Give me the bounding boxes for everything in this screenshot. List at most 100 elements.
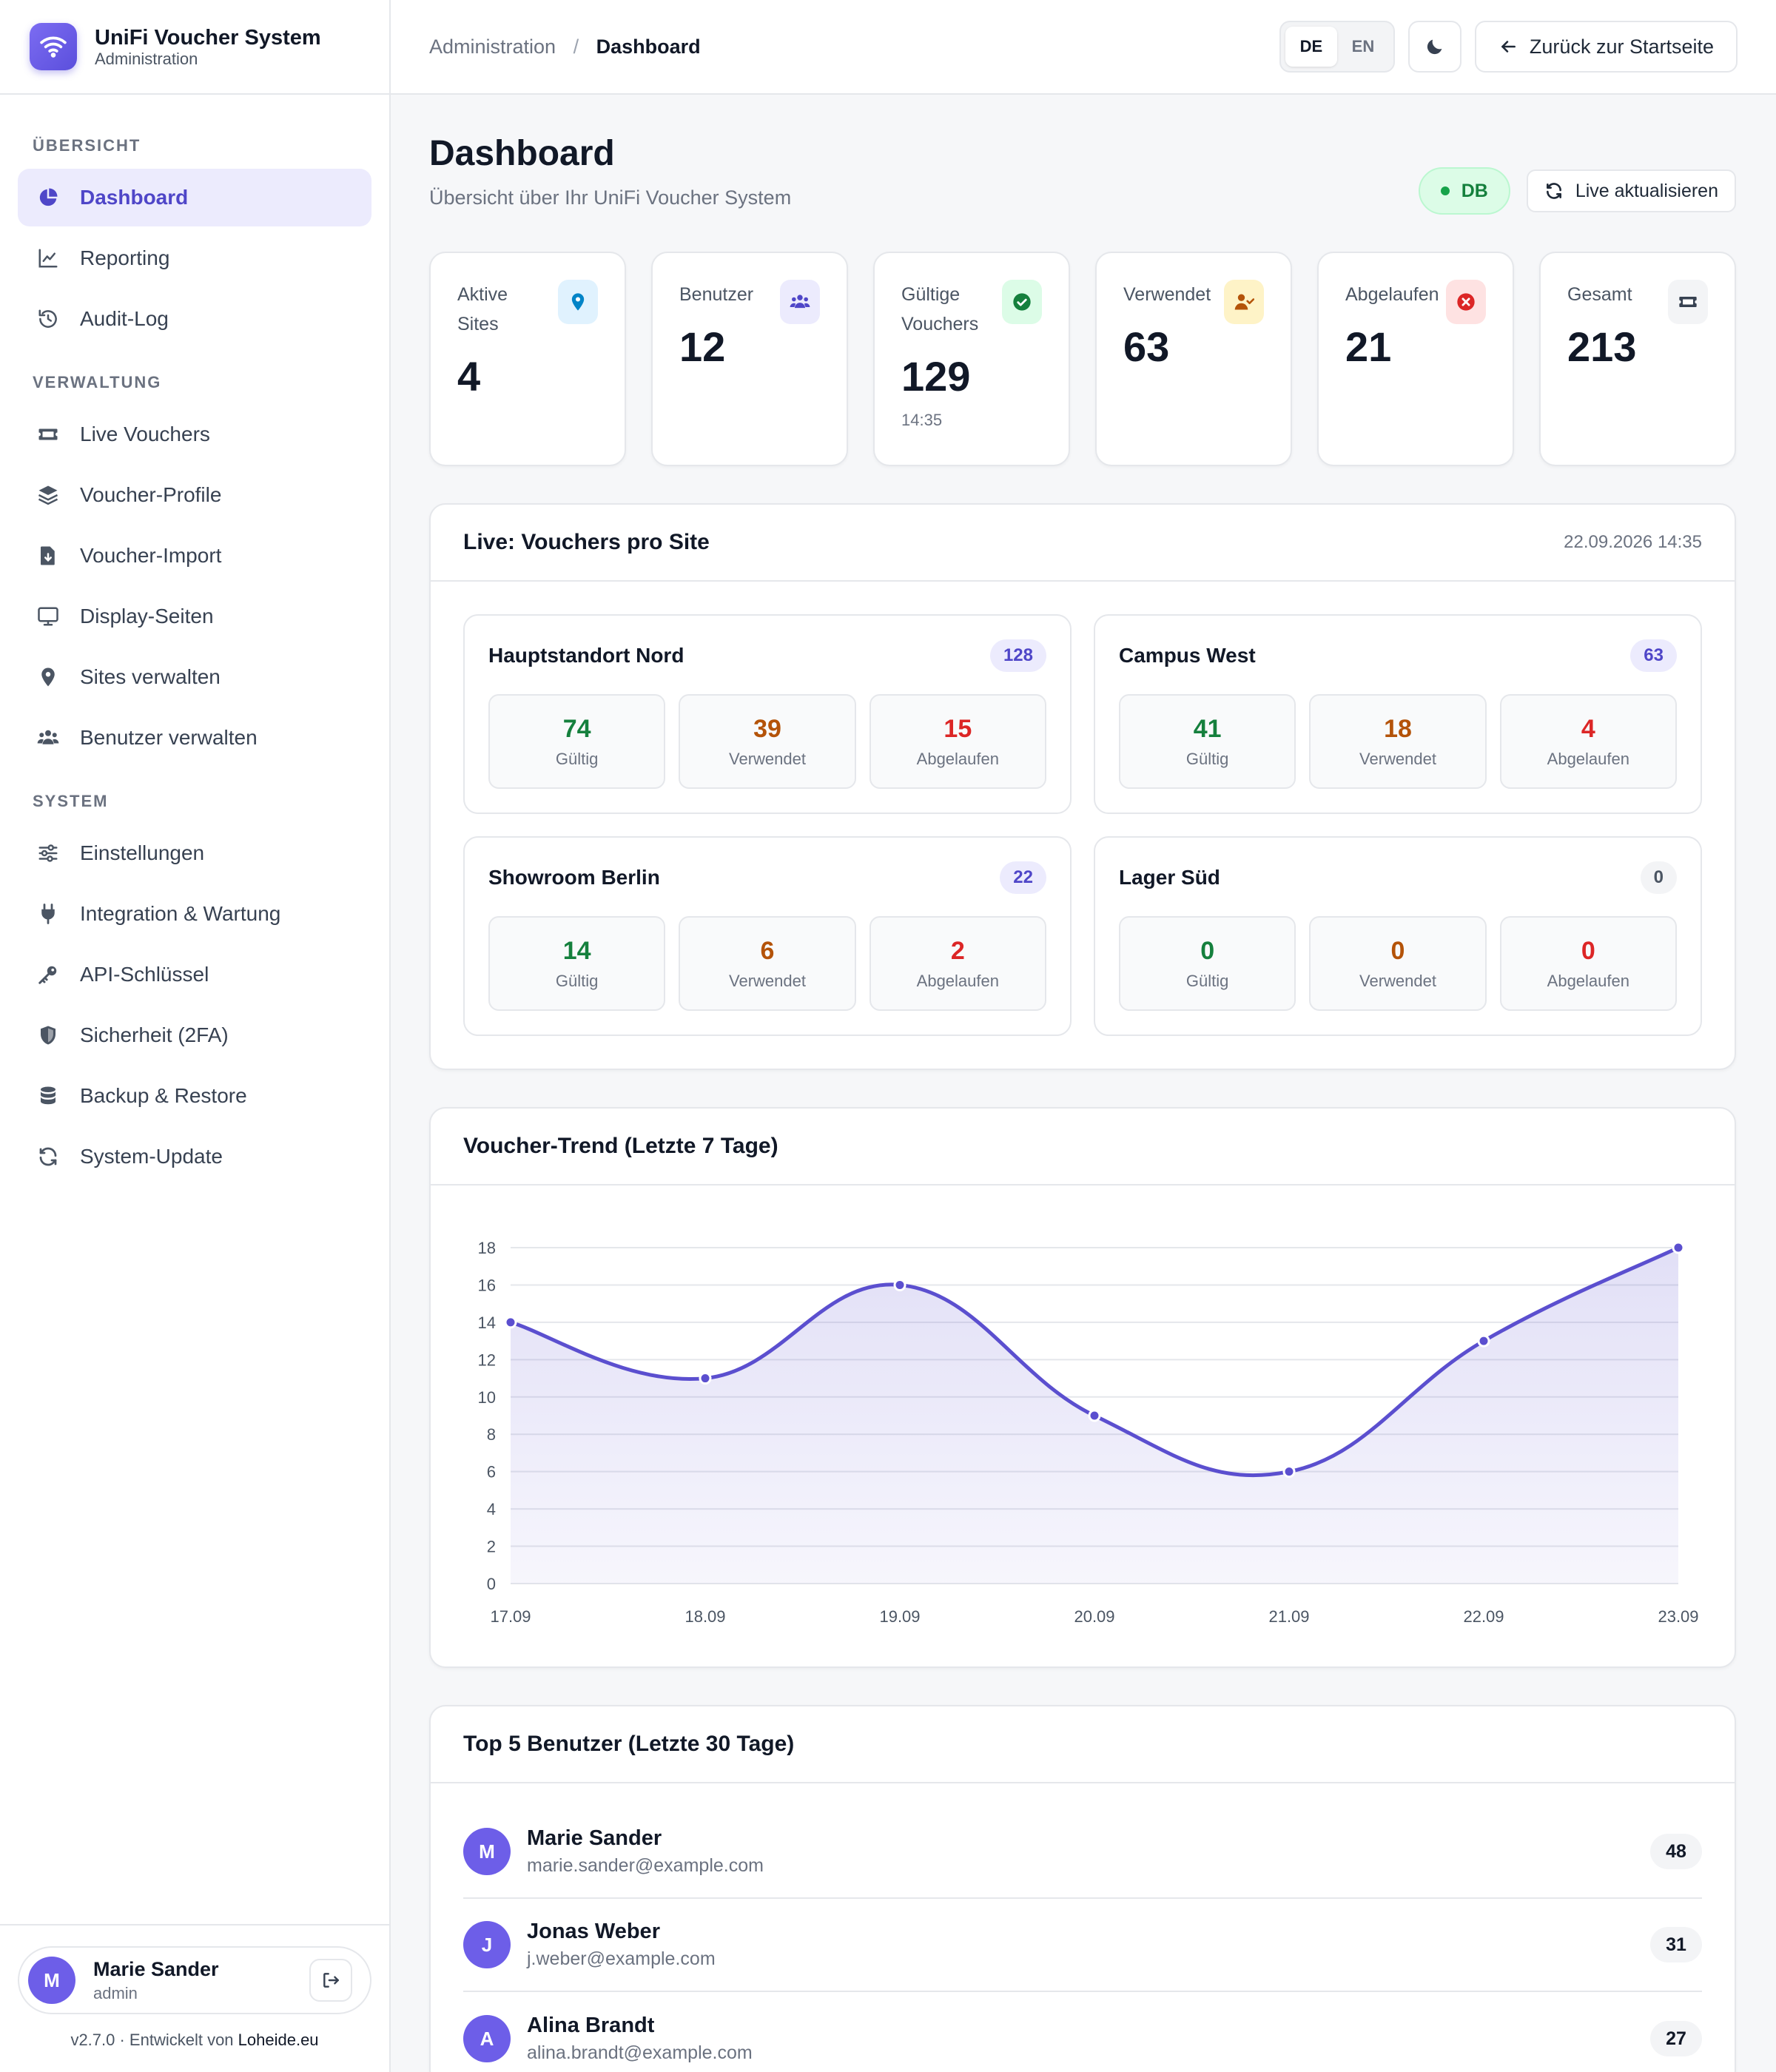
site-total-badge: 0	[1640, 861, 1677, 894]
stat-icon-wrap	[1224, 280, 1264, 324]
sidebar-item-api-schlüssel[interactable]: API-Schlüssel	[18, 946, 371, 1003]
stat-card: Abgelaufen 21	[1317, 252, 1514, 466]
top-user-count: 27	[1650, 2021, 1702, 2056]
chart-y-tick-label: 4	[487, 1500, 496, 1518]
nav-icon-wrap	[36, 1023, 61, 1048]
theme-toggle-button[interactable]	[1407, 21, 1462, 73]
sidebar-item-sites-verwalten[interactable]: Sites verwalten	[18, 648, 371, 706]
sidebar-item-sicherheit-2fa[interactable]: Sicherheit (2FA)	[18, 1006, 371, 1064]
sidebar-item-dashboard[interactable]: Dashboard	[18, 169, 371, 226]
live-refresh-label: Live aktualisieren	[1575, 180, 1718, 201]
chart-y-tick-label: 0	[487, 1575, 496, 1593]
sidebar-item-integration-wartung[interactable]: Integration & Wartung	[18, 885, 371, 943]
sidebar-item-label: Display-Seiten	[80, 605, 214, 628]
top-user-count: 31	[1650, 1927, 1702, 1962]
nav-icon-wrap	[36, 185, 61, 210]
site-total-badge: 128	[989, 639, 1046, 672]
site-metric-label: Verwendet	[1359, 749, 1436, 768]
top-user-row[interactable]: M Marie Sander marie.sander@example.com 48	[463, 1806, 1702, 1899]
site-card: Lager Süd 0 0 Gültig 0 Verwendet 0 Abgelaufen	[1094, 836, 1702, 1036]
site-name: Showroom Berlin	[488, 866, 660, 889]
site-metric-value: 4	[1581, 714, 1595, 743]
current-user-card: M Marie Sander admin	[18, 1946, 371, 2014]
nav-icon-wrap	[36, 1083, 61, 1109]
site-metric-expired: 4 Abgelaufen	[1499, 694, 1677, 789]
map-pin-icon	[41, 667, 55, 687]
stat-meta: 14:35	[901, 411, 943, 429]
sidebar-item-voucher-profile[interactable]: Voucher-Profile	[18, 466, 371, 524]
stat-icon-wrap	[558, 280, 598, 324]
brand-subtitle: Administration	[95, 50, 198, 68]
sidebar-item-display-seiten[interactable]: Display-Seiten	[18, 588, 371, 645]
sidebar-item-audit-log[interactable]: Audit-Log	[18, 290, 371, 348]
sidebar-item-einstellungen[interactable]: Einstellungen	[18, 824, 371, 882]
current-user-name: Marie Sander	[93, 1957, 219, 1980]
site-metric-value: 6	[760, 936, 775, 965]
site-metric-label: Gültig	[555, 749, 599, 768]
chart-x-tick-label: 17.09	[490, 1607, 531, 1626]
site-metric-value: 0	[1200, 936, 1215, 965]
chart-y-tick-label: 14	[478, 1314, 496, 1332]
breadcrumb: Administration / Dashboard	[429, 36, 1279, 58]
stat-value: 4	[457, 353, 481, 400]
sidebar-item-label: Integration & Wartung	[80, 902, 281, 925]
site-metric-valid: 14 Gültig	[488, 916, 666, 1011]
site-metric-value: 41	[1193, 714, 1222, 743]
chart-y-tick-label: 16	[478, 1276, 496, 1294]
lang-en-button[interactable]: EN	[1351, 37, 1375, 56]
top-user-row[interactable]: A Alina Brandt alina.brandt@example.com 27	[463, 1992, 1702, 2072]
back-to-home-button[interactable]: Zurück zur Startseite	[1474, 21, 1738, 73]
sidebar: UniFi Voucher System Administration Über…	[0, 0, 391, 2072]
chart-y-tick-label: 10	[478, 1388, 496, 1407]
status-dot-icon	[1440, 186, 1450, 195]
sidebar-item-benutzer-verwalten[interactable]: Benutzer verwalten	[18, 709, 371, 767]
sidebar-item-voucher-import[interactable]: Voucher-Import	[18, 527, 371, 585]
chart-y-tick-label: 18	[478, 1239, 496, 1257]
top-user-name: Marie Sander	[527, 1826, 662, 1850]
nav-section-label: Übersicht	[33, 136, 141, 155]
chart-data-point	[1282, 1465, 1296, 1479]
chart-x-tick-label: 19.09	[879, 1607, 920, 1626]
nav-icon-wrap	[36, 962, 61, 987]
current-user-role: admin	[93, 1983, 138, 2002]
site-metric-used: 39 Verwendet	[679, 694, 856, 789]
refresh-icon	[1546, 183, 1561, 199]
line-chart-icon	[38, 249, 58, 268]
top-user-row[interactable]: J Jonas Weber j.weber@example.com 31	[463, 1899, 1702, 1992]
developer-link[interactable]: Loheide.eu	[238, 2031, 319, 2049]
avatar: M	[463, 1828, 511, 1875]
plug-icon	[41, 904, 55, 924]
live-refresh-button[interactable]: Live aktualisieren	[1526, 169, 1736, 212]
chart-y-tick-label: 6	[487, 1463, 496, 1481]
nav-icon-wrap	[36, 246, 61, 271]
top-users-title: Top 5 Benutzer (Letzte 30 Tage)	[463, 1732, 795, 1756]
chart-data-point	[699, 1372, 712, 1385]
chart-x-tick-label: 23.09	[1658, 1607, 1698, 1626]
db-status-badge: DB	[1418, 167, 1510, 215]
stat-card: Benutzer 12	[651, 252, 848, 466]
nav-icon-wrap	[36, 604, 61, 629]
sidebar-item-reporting[interactable]: Reporting	[18, 229, 371, 287]
site-metric-label: Verwendet	[1359, 971, 1436, 990]
chart-y-tick-label: 2	[487, 1538, 496, 1556]
chart-x-tick-label: 21.09	[1268, 1607, 1309, 1626]
sidebar-item-system-update[interactable]: System-Update	[18, 1128, 371, 1185]
site-metric-label: Verwendet	[729, 971, 806, 990]
nav-icon-wrap	[36, 665, 61, 690]
avatar: M	[28, 1957, 75, 2004]
ticket-icon	[1679, 297, 1697, 307]
site-card: Hauptstandort Nord 128 74 Gültig 39 Verwendet…	[463, 614, 1072, 814]
nav-icon-wrap	[36, 841, 61, 866]
sidebar-item-backup-restore[interactable]: Backup & Restore	[18, 1067, 371, 1125]
brand[interactable]: UniFi Voucher System Administration	[0, 0, 389, 95]
sidebar-item-live-vouchers[interactable]: Live Vouchers	[18, 406, 371, 463]
top-user-count: 48	[1650, 1834, 1702, 1869]
lang-de-button[interactable]: DE	[1285, 27, 1337, 67]
logout-button[interactable]	[309, 1959, 352, 2002]
site-metric-label: Abgelaufen	[916, 749, 999, 768]
site-name: Hauptstandort Nord	[488, 644, 684, 667]
sites-panel-timestamp: 22.09.2026 14:35	[1564, 532, 1702, 552]
ticket-icon	[38, 428, 58, 440]
breadcrumb-root[interactable]: Administration	[429, 35, 556, 58]
sidebar-item-label: Audit-Log	[80, 307, 169, 330]
